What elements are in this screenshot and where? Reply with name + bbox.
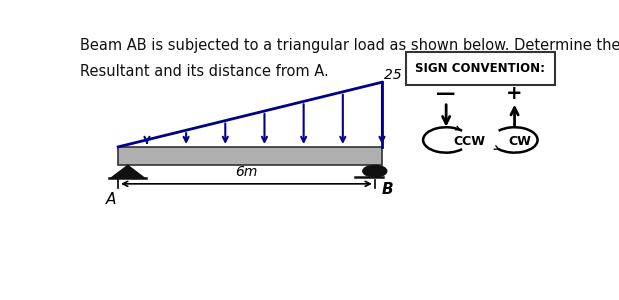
Text: 6m: 6m	[235, 165, 258, 179]
Text: Resultant and its distance from A.: Resultant and its distance from A.	[80, 64, 329, 79]
Text: +: +	[506, 84, 523, 103]
Polygon shape	[111, 165, 144, 178]
Text: CCW: CCW	[453, 135, 485, 148]
Text: CW: CW	[509, 135, 532, 148]
Text: A: A	[106, 192, 116, 207]
Circle shape	[363, 165, 387, 177]
Text: SIGN CONVENTION:: SIGN CONVENTION:	[415, 62, 545, 75]
Text: B: B	[382, 182, 394, 196]
Text: 25 N/m: 25 N/m	[384, 67, 435, 81]
Bar	[406, 52, 555, 85]
Text: Beam AB is subjected to a triangular load as shown below. Determine the: Beam AB is subjected to a triangular loa…	[80, 38, 619, 53]
Bar	[118, 147, 382, 165]
Text: —: —	[436, 84, 456, 103]
